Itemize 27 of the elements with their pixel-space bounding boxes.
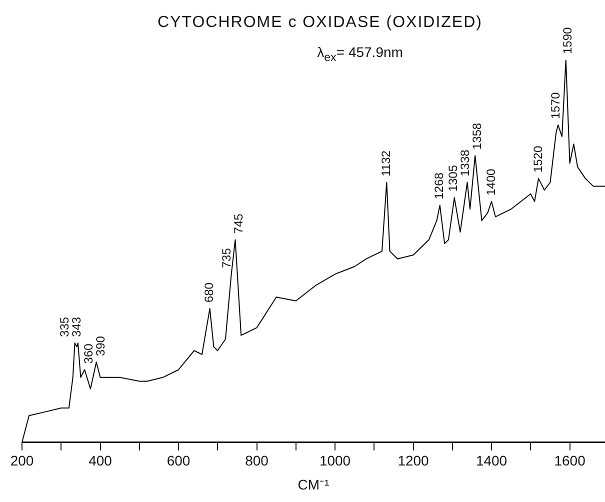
annotation: 680 <box>202 282 216 303</box>
annotation: 1590 <box>560 26 574 54</box>
annotation: 1305 <box>446 164 460 192</box>
annotation: 1338 <box>458 149 472 176</box>
annotation: 735 <box>220 248 234 268</box>
annotation: 1400 <box>484 168 498 196</box>
x-tick-label: 800 <box>245 452 269 469</box>
annotation: 1520 <box>530 146 545 173</box>
x-tick-label: 1400 <box>476 452 508 469</box>
annotation: 390 <box>94 336 108 356</box>
annotation: 1358 <box>470 122 484 150</box>
annotation: 1132 <box>378 150 393 176</box>
chart-title: CYTOCHROME c OXIDASE (OXIDIZED) <box>158 14 482 31</box>
chart-subtitle: λ$_{ex}$= 457.9nm <box>316 44 404 64</box>
x-axis-title: CM⁻¹ <box>298 476 330 492</box>
annotation: 343 <box>70 316 84 337</box>
x-tick-label: 400 <box>88 452 112 469</box>
x-tick-label: 1600 <box>554 452 586 469</box>
annotation: 745 <box>232 213 246 234</box>
x-tick-label: 1000 <box>319 452 351 469</box>
x-tick-label: 200 <box>10 452 34 469</box>
annotation: 1570 <box>548 92 562 120</box>
annotation: 360 <box>82 343 96 364</box>
x-tick-label: 600 <box>166 452 190 469</box>
annotation: 335 <box>58 316 72 337</box>
x-tick-label: 1200 <box>398 452 430 469</box>
annotation: 1268 <box>432 172 446 200</box>
